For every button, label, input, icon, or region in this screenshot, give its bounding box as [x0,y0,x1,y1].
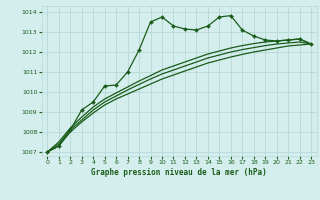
X-axis label: Graphe pression niveau de la mer (hPa): Graphe pression niveau de la mer (hPa) [91,168,267,177]
